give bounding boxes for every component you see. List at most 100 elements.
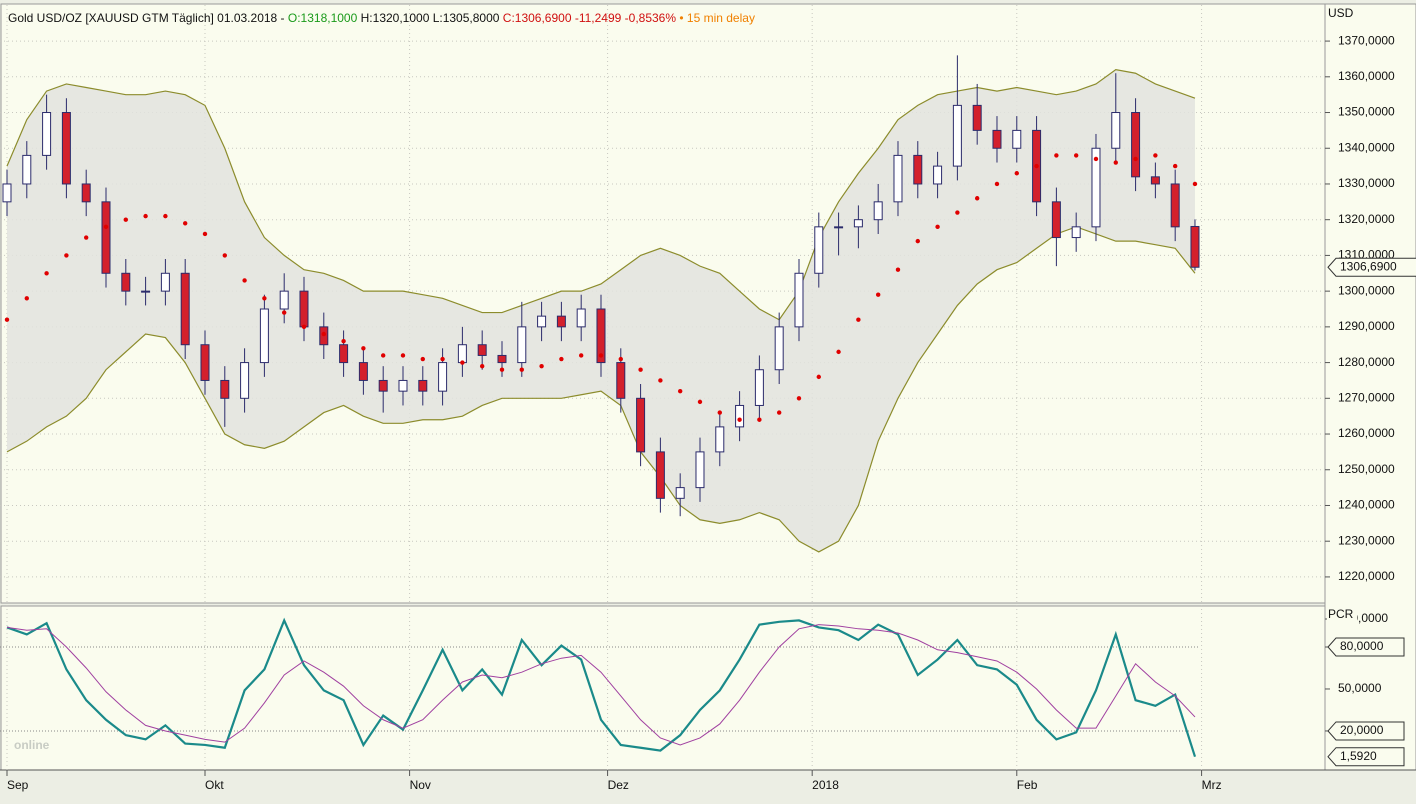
candle-body	[933, 165, 943, 185]
y-tick-label: 1370,0000	[1338, 33, 1395, 47]
x-tick-label: Dez	[608, 778, 629, 792]
sar-dot	[816, 374, 821, 380]
value-label-box	[1327, 721, 1405, 741]
candle-body	[42, 112, 52, 156]
candle-body	[1150, 176, 1160, 185]
candle-body	[853, 219, 863, 228]
sar-dot	[836, 349, 841, 355]
sar-dot	[856, 317, 861, 322]
candle-body	[814, 226, 824, 274]
series-line	[6, 617, 1197, 758]
value-label: 1,5920	[1340, 749, 1377, 763]
candle-body	[952, 104, 962, 167]
y-tick-label: 1220,0000	[1338, 569, 1395, 583]
y-tick-label: 1250,0000	[1338, 462, 1395, 476]
candle-body	[497, 354, 507, 364]
sar-dot	[420, 356, 425, 362]
candle-body	[180, 272, 190, 346]
sar-dot	[796, 396, 802, 401]
y-tick-label: 1350,0000	[1338, 105, 1395, 119]
sar-dot	[4, 317, 10, 322]
y-tick-label: 1270,0000	[1338, 390, 1395, 404]
x-tick-label: Feb	[1017, 778, 1038, 792]
y-tick-label: 1300,0000	[1338, 283, 1395, 297]
value-label: 80,0000	[1340, 639, 1384, 653]
candle-body	[200, 344, 210, 381]
sar-dot	[64, 253, 69, 258]
sar-dot	[875, 292, 881, 297]
sar-dot	[499, 367, 505, 372]
value-label: 20,0000	[1340, 723, 1384, 737]
candle-body	[1051, 201, 1061, 239]
sar-dot	[994, 181, 1000, 187]
currency: USD	[1328, 6, 1354, 20]
candle-body	[61, 112, 71, 185]
candle-body	[358, 362, 368, 381]
sar-dot	[618, 356, 623, 362]
candle-body	[1012, 129, 1022, 149]
value-label: 1306,6900	[1340, 259, 1397, 273]
candle-body	[279, 290, 289, 310]
sar-dot	[697, 399, 703, 405]
sar-dot	[1133, 156, 1138, 162]
candle-body	[2, 183, 12, 203]
candle-body	[537, 315, 547, 328]
sar-dot	[677, 388, 683, 394]
candle-body	[1091, 147, 1101, 228]
y-tick-label: 1240,0000	[1338, 498, 1395, 512]
sar-dot	[44, 271, 49, 276]
sar-dot	[301, 324, 307, 330]
sar-dot	[974, 196, 980, 201]
candle-body	[893, 154, 903, 203]
y-tick-label: 1280,0000	[1338, 355, 1395, 369]
sar-dot	[717, 410, 722, 415]
sar-dot	[578, 353, 584, 358]
watermark: online	[14, 738, 50, 752]
oscillator-panel	[0, 605, 1326, 771]
y-tick-label: 1330,0000	[1338, 176, 1395, 190]
open-label: O:1318,1000	[288, 11, 358, 25]
x-tick-label: Mrz	[1202, 778, 1222, 792]
candle-body	[695, 451, 705, 489]
candle-body	[240, 362, 250, 399]
candle-body	[794, 272, 804, 328]
sar-dot	[1034, 163, 1039, 169]
sar-dot	[1153, 153, 1158, 158]
sar-dot	[915, 238, 920, 244]
sar-dot	[598, 353, 604, 358]
sar-dot	[638, 367, 643, 372]
candle-body	[220, 379, 230, 399]
sar-dot	[400, 353, 406, 358]
candle-body	[1190, 225, 1200, 268]
sar-dot	[737, 417, 742, 422]
panel-title: PCR	[1328, 607, 1354, 621]
sar-dot	[341, 338, 346, 344]
candle-body	[438, 362, 448, 392]
candle-body	[873, 201, 883, 221]
candle-body	[774, 326, 784, 371]
candle-body	[655, 451, 665, 499]
sar-dot	[262, 296, 267, 301]
candle-body	[913, 154, 923, 185]
candle-body	[378, 379, 388, 392]
delay-label: • 15 min delay	[679, 11, 755, 25]
candle-body	[22, 154, 32, 185]
title-bg	[1327, 608, 1357, 622]
sar-dot	[440, 356, 445, 362]
sar-dot	[1172, 163, 1178, 169]
candle-body	[576, 308, 586, 328]
candle-body	[556, 315, 566, 328]
sar-dot	[182, 221, 188, 226]
candle-body	[141, 290, 151, 293]
candle-body	[339, 344, 349, 364]
candle-body	[616, 362, 626, 399]
y-tick-label: 1290,0000	[1338, 319, 1395, 333]
sar-dot	[757, 417, 762, 422]
value-label-box	[1327, 257, 1416, 277]
candle-body	[992, 129, 1002, 149]
candle-body	[754, 369, 764, 406]
sar-dot	[361, 346, 366, 351]
candle-body	[596, 308, 606, 364]
y-tick-label: 1230,0000	[1338, 533, 1395, 547]
candle-body	[121, 272, 131, 292]
